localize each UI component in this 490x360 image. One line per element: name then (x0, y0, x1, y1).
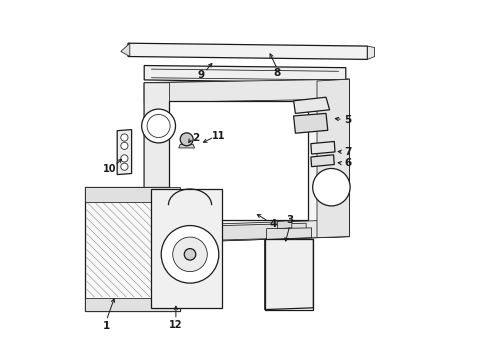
Text: 7: 7 (344, 147, 352, 157)
Bar (85, 187, 180, 202)
Bar (85, 298, 180, 311)
Polygon shape (267, 228, 312, 239)
Circle shape (121, 163, 128, 170)
Polygon shape (144, 83, 170, 243)
Circle shape (184, 248, 196, 260)
Text: 2: 2 (193, 133, 199, 143)
Polygon shape (265, 239, 314, 310)
Polygon shape (144, 66, 346, 83)
Polygon shape (294, 113, 328, 133)
Circle shape (313, 168, 350, 206)
Circle shape (142, 109, 175, 143)
Bar (151, 189, 221, 308)
Polygon shape (368, 46, 374, 59)
Polygon shape (180, 223, 306, 241)
Circle shape (121, 155, 128, 162)
Polygon shape (121, 43, 130, 57)
Polygon shape (179, 144, 195, 148)
Circle shape (121, 134, 128, 141)
Polygon shape (144, 79, 349, 243)
Polygon shape (117, 130, 132, 175)
Circle shape (121, 142, 128, 149)
Polygon shape (277, 221, 292, 229)
Polygon shape (311, 155, 334, 167)
Polygon shape (144, 79, 349, 103)
Circle shape (173, 237, 207, 271)
Circle shape (176, 201, 192, 217)
Polygon shape (317, 79, 349, 238)
Text: 10: 10 (103, 164, 117, 174)
Circle shape (180, 133, 193, 146)
Polygon shape (311, 141, 335, 154)
Polygon shape (128, 43, 368, 59)
Text: 5: 5 (344, 114, 352, 125)
Bar (85, 187, 180, 311)
Text: 12: 12 (169, 320, 183, 330)
Bar (265, 239, 314, 310)
Text: 3: 3 (286, 215, 294, 225)
Polygon shape (294, 97, 330, 113)
Polygon shape (162, 220, 349, 243)
Text: 6: 6 (344, 158, 352, 168)
Text: 1: 1 (103, 321, 110, 331)
Text: 8: 8 (274, 68, 281, 78)
Text: 9: 9 (197, 69, 205, 80)
Circle shape (161, 225, 219, 283)
Text: 11: 11 (212, 131, 226, 141)
Bar (170, 101, 308, 220)
Text: 4: 4 (270, 219, 277, 229)
